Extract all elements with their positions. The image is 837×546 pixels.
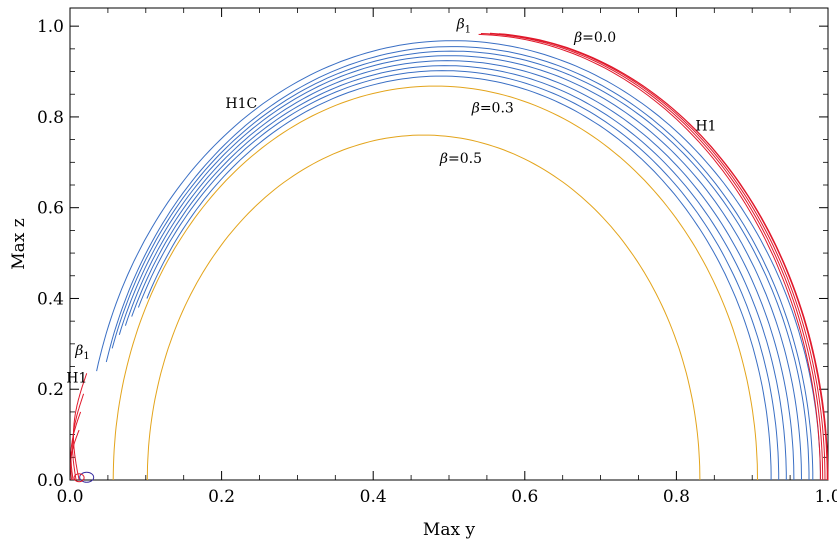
y-axis-title: Max z xyxy=(9,218,29,270)
annotations-layer: β1 β=0.0 H1C β=0.3 H1 β=0.5 β1 H1 xyxy=(66,16,716,386)
x-tick-label: 0.6 xyxy=(511,487,538,507)
y-tick-label: 0.4 xyxy=(37,289,64,309)
small-loop xyxy=(79,471,95,483)
annotation-h1-left: H1 xyxy=(66,370,87,386)
annotation-beta1-left: β1 xyxy=(74,343,89,362)
y-tick-label: 0.0 xyxy=(37,471,64,491)
x-axis-title: Max y xyxy=(423,520,476,540)
annotation-h1-right: H1 xyxy=(695,119,716,135)
y-tick-label: 0.8 xyxy=(37,108,64,128)
series-line-h1 xyxy=(478,33,821,480)
series-line-h1c xyxy=(96,40,821,480)
y-tick-label: 0.2 xyxy=(37,380,64,400)
series-line-h1-left xyxy=(72,393,85,481)
y-tick-label: 1.0 xyxy=(37,17,64,37)
x-tick-label: 1.0 xyxy=(814,487,837,507)
x-tick-label: 0.8 xyxy=(663,487,690,507)
x-tick-label: 0.0 xyxy=(56,487,83,507)
series-line-h1c xyxy=(118,55,802,481)
series-line-h1c xyxy=(137,70,780,480)
series-line-h1 xyxy=(507,34,829,481)
x-tick-label: 0.2 xyxy=(208,487,235,507)
small-loop-red xyxy=(73,473,85,483)
series-line-h1c xyxy=(124,60,795,481)
annotation-beta05: β=0.5 xyxy=(439,151,482,167)
series-line-h1-left xyxy=(70,429,80,481)
series-line-h1-left xyxy=(70,411,82,481)
plot-frame xyxy=(69,7,829,481)
x-tick-label: 0.4 xyxy=(360,487,387,507)
annotation-beta03: β=0.3 xyxy=(471,100,514,116)
annotation-beta00: β=0.0 xyxy=(573,30,616,46)
series-line-h1c xyxy=(105,46,814,480)
annotation-beta1-top: β1 xyxy=(456,16,471,35)
annotation-h1c: H1C xyxy=(225,96,257,112)
curves-layer xyxy=(70,32,829,483)
series-line-h1c xyxy=(111,50,810,480)
series-line-h1c xyxy=(146,75,772,480)
series-line-h1c xyxy=(131,65,787,480)
series-line-beta-0-3 xyxy=(112,85,758,481)
y-tick-label: 0.6 xyxy=(37,199,64,219)
axis-ticks: 0.0 0.2 0.4 0.6 0.8 1.0 0.0 0.2 0.4 0.6 0.8 1.0 xyxy=(37,8,837,507)
series-line-h1-left xyxy=(73,373,88,481)
series-line-h1 xyxy=(480,33,824,481)
series-line-beta-0-5 xyxy=(146,134,701,481)
